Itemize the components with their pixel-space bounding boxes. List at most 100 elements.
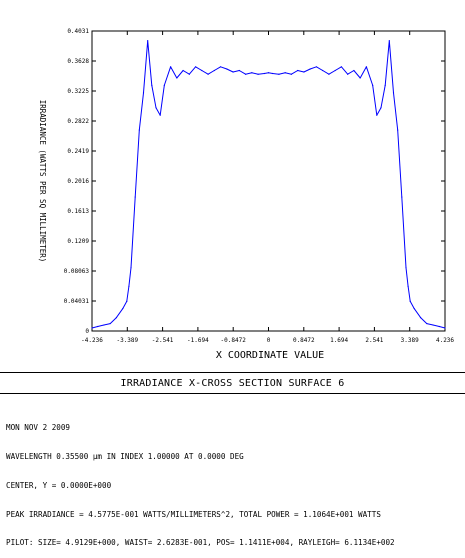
data-point	[109, 322, 111, 325]
data-point	[147, 40, 149, 42]
data-point	[126, 300, 128, 302]
footer-title: IRRADIANCE X-CROSS SECTION SURFACE 6	[120, 378, 345, 389]
y-tick-label: 0.2419	[67, 148, 89, 155]
x-tick-label: -1.694	[187, 337, 209, 344]
data-point	[213, 69, 215, 72]
data-point	[155, 107, 157, 109]
data-point	[103, 324, 105, 326]
data-point	[380, 107, 382, 109]
data-point	[207, 73, 209, 75]
x-tick-label: 2.541	[365, 337, 383, 344]
data-point	[122, 308, 124, 310]
data-point	[297, 69, 299, 72]
axis-ticks: -4.236 -3.389 -2.541 -1.694 -0.8472 0 0.8472 1.…	[64, 28, 455, 344]
data-point	[130, 267, 132, 269]
data-point	[194, 66, 197, 68]
data-point	[426, 322, 428, 325]
x-tick-label: 3.389	[401, 337, 419, 344]
data-point	[309, 68, 311, 70]
data-point	[413, 308, 415, 310]
data-point	[397, 129, 399, 131]
y-tick-label: 0.3628	[67, 58, 89, 65]
x-tick-label: 4.236	[436, 337, 454, 344]
data-point	[328, 73, 330, 75]
info-line-center: CENTER, Y = 0.0000E+000	[6, 480, 112, 490]
x-tick-label: -0.8472	[221, 337, 247, 344]
y-tick-label: 0	[85, 328, 89, 335]
y-tick-label: 0.1613	[67, 208, 89, 215]
data-point	[257, 73, 259, 75]
data-point	[182, 69, 184, 72]
data-point	[401, 196, 403, 198]
data-point	[334, 69, 336, 72]
data-point	[290, 73, 293, 75]
data-point	[263, 72, 265, 75]
data-point	[438, 325, 440, 328]
info-line-date: MON NOV 2 2009	[6, 423, 71, 433]
data-point	[176, 77, 178, 79]
data-point	[432, 324, 434, 326]
data-point	[376, 114, 378, 116]
y-tick-label: 0.4031	[67, 28, 89, 35]
irradiance-chart: -4.236 -3.389 -2.541 -1.694 -0.8472 0 0.8472 1.…	[38, 28, 455, 361]
data-point	[340, 66, 343, 68]
data-point	[388, 40, 390, 42]
info-line-peak-irradiance: PEAK IRRADIANCE = 4.5775E-001 WATTS/MILL…	[6, 509, 381, 519]
data-point	[163, 84, 165, 87]
data-point	[347, 73, 349, 75]
data-point	[188, 73, 190, 75]
data-point	[384, 84, 386, 87]
data-point	[409, 300, 411, 302]
data-point	[134, 196, 136, 198]
x-tick-label: 1.694	[330, 337, 348, 344]
y-tick-label: 0.04031	[64, 298, 90, 305]
x-tick-label: -2.541	[152, 337, 174, 344]
y-axis-label: IRRADIANCE (WATTS PER SQ MILLIMETER)	[38, 100, 47, 263]
data-point	[392, 92, 395, 94]
info-line-wavelength: WAVELENGTH 0.35500 µm IN INDEX 1.00000 A…	[6, 451, 244, 461]
y-tick-label: 0.3225	[67, 88, 89, 95]
footer-divider-top	[0, 372, 465, 373]
data-point	[226, 68, 228, 70]
data-point	[115, 317, 118, 319]
data-point	[238, 69, 240, 72]
y-tick-label: 0.1209	[67, 238, 89, 245]
footer-divider-bottom	[0, 393, 465, 394]
irradiance-series-line	[91, 40, 446, 329]
data-point	[219, 66, 222, 68]
y-tick-label: 0.08063	[64, 268, 90, 275]
data-point	[365, 66, 368, 68]
data-point	[372, 84, 374, 87]
data-point	[251, 72, 253, 74]
info-block: MON NOV 2 2009 WAVELENGTH 0.35500 µm IN …	[6, 404, 395, 558]
data-point	[267, 72, 270, 74]
y-tick-label: 0.2822	[67, 118, 89, 125]
data-point	[151, 84, 153, 87]
data-point	[353, 69, 355, 72]
data-point	[407, 285, 409, 287]
x-tick-label: -3.389	[116, 337, 138, 344]
data-point	[97, 325, 99, 328]
data-point	[419, 317, 422, 319]
data-point	[444, 327, 446, 329]
data-point	[303, 71, 305, 73]
data-point	[232, 71, 234, 73]
data-point	[138, 129, 140, 131]
x-axis-label: X COORDINATE VALUE	[216, 350, 324, 361]
data-point	[315, 66, 318, 68]
data-point	[359, 77, 361, 79]
x-tick-label: 0.8472	[293, 337, 315, 344]
series-layer	[91, 40, 446, 329]
data-point	[169, 66, 172, 68]
data-point	[91, 327, 93, 329]
data-point	[159, 114, 161, 116]
x-tick-label: 0	[267, 337, 271, 344]
data-point	[322, 69, 324, 72]
data-point	[128, 285, 130, 287]
data-point	[272, 72, 274, 75]
data-point	[244, 73, 247, 75]
y-tick-label: 0.2016	[67, 178, 89, 185]
x-tick-label: -4.236	[81, 337, 103, 344]
info-line-pilot: PILOT: SIZE= 4.9129E+000, WAIST= 2.6283E…	[6, 538, 395, 548]
data-point	[278, 73, 280, 75]
